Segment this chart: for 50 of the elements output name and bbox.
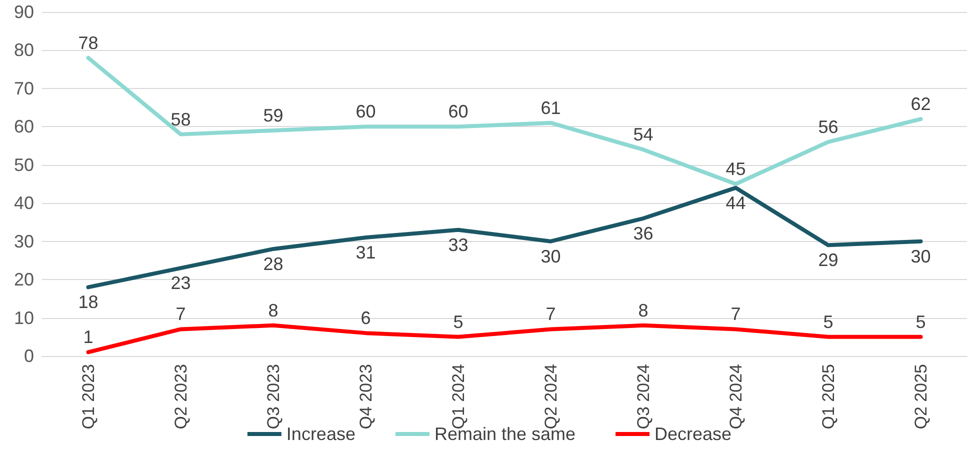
y-tick-label: 60 [14,116,34,137]
data-label: 5 [453,312,464,332]
data-label: 31 [356,242,376,263]
data-label: 23 [170,273,191,294]
y-tick-label: 40 [14,193,34,214]
data-label: 5 [823,312,834,332]
x-tick-label: Q3 2024 [634,364,653,430]
data-label: 7 [546,304,556,324]
data-label: 6 [360,308,371,328]
x-tick-label: Q2 2025 [911,364,930,430]
data-label: 61 [540,98,561,118]
data-label: 78 [78,32,98,53]
y-tick-label: 0 [24,346,34,366]
data-label: 33 [448,234,468,255]
data-label: 59 [263,105,284,126]
data-label: 18 [78,292,98,312]
data-label: 29 [818,250,838,270]
y-tick-label: 90 [14,2,34,22]
data-label: 45 [726,159,746,179]
data-label: 8 [268,300,278,320]
x-tick-label: Q4 2023 [356,364,376,430]
y-tick-label: 50 [14,154,34,175]
y-tick-label: 10 [14,308,34,328]
data-label: 54 [633,124,654,145]
y-tick-label: 20 [14,270,34,290]
y-tick-label: 30 [14,231,34,252]
y-tick-label: 70 [14,78,34,98]
x-tick-label: Q1 2025 [818,364,838,430]
x-tick-label: Q4 2024 [726,364,746,430]
data-label: 36 [633,223,654,244]
data-label: 30 [910,246,931,266]
data-label: 62 [910,94,931,114]
data-label: 58 [170,109,191,130]
legend-label: Increase [286,424,356,444]
data-label: 28 [263,254,284,274]
data-label: 1 [83,327,94,348]
x-tick-label: Q2 2024 [541,364,560,430]
data-label: 7 [730,304,741,324]
data-label: 56 [818,116,838,137]
data-label: 60 [356,102,376,122]
x-tick-label: Q3 2023 [264,364,283,430]
data-label: 30 [540,246,561,266]
data-label: 5 [916,312,926,332]
data-label: 60 [448,102,468,122]
data-label: 8 [638,300,648,320]
data-label: 44 [726,192,746,213]
x-tick-label: Q2 2023 [171,364,190,430]
y-tick-label: 80 [14,40,34,60]
data-label: 7 [176,304,186,324]
x-tick-label: Q1 2023 [78,364,98,430]
